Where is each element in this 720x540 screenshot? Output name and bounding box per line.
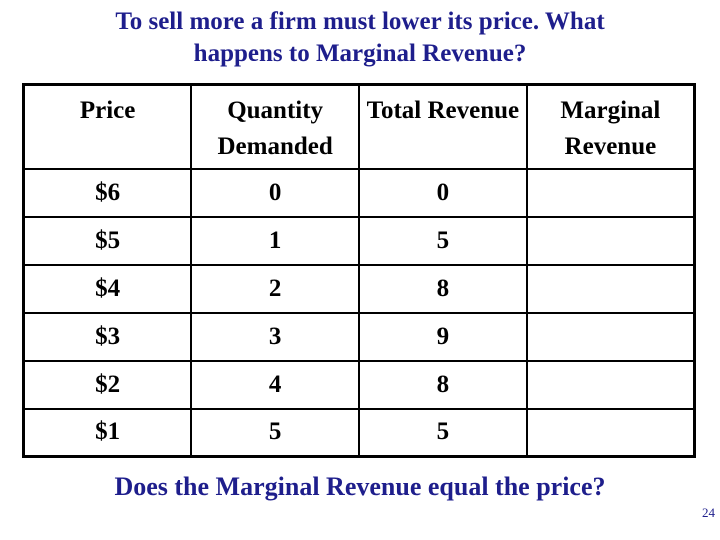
cell-price: $5 bbox=[22, 215, 193, 266]
page-number: 24 bbox=[702, 505, 715, 520]
cell-quantity-demanded: 0 bbox=[190, 167, 360, 218]
cell-price: $4 bbox=[22, 263, 193, 314]
slide-title-line-2: happens to Marginal Revenue? bbox=[193, 40, 527, 67]
slide-title-line-1: To sell more a firm must lower its price… bbox=[115, 8, 605, 35]
cell-total-revenue: 5 bbox=[358, 215, 528, 266]
cell-total-revenue: 5 bbox=[358, 407, 528, 458]
cell-quantity-demanded: 4 bbox=[190, 359, 360, 410]
cell-total-revenue: 0 bbox=[358, 167, 528, 218]
cell-price: $3 bbox=[22, 311, 193, 362]
revenue-table: Price Quantity Demanded Total Revenue Ma… bbox=[22, 83, 696, 458]
cell-price: $2 bbox=[22, 359, 193, 410]
table-row: $2 4 8 bbox=[22, 359, 696, 410]
cell-price: $6 bbox=[22, 167, 193, 218]
table-row: $5 1 5 bbox=[22, 215, 696, 266]
cell-quantity-demanded: 5 bbox=[190, 407, 360, 458]
cell-marginal-revenue bbox=[525, 167, 696, 218]
table-header-row: Price Quantity Demanded Total Revenue Ma… bbox=[22, 83, 696, 170]
cell-marginal-revenue bbox=[525, 311, 696, 362]
table-row: $6 0 0 bbox=[22, 167, 696, 218]
table-row: $1 5 5 bbox=[22, 407, 696, 458]
cell-quantity-demanded: 3 bbox=[190, 311, 360, 362]
cell-total-revenue: 8 bbox=[358, 263, 528, 314]
footer-question: Does the Marginal Revenue equal the pric… bbox=[114, 472, 606, 501]
cell-total-revenue: 8 bbox=[358, 359, 528, 410]
cell-marginal-revenue bbox=[525, 359, 696, 410]
column-header-marginal-revenue: Marginal Revenue bbox=[525, 83, 696, 170]
cell-quantity-demanded: 2 bbox=[190, 263, 360, 314]
cell-quantity-demanded: 1 bbox=[190, 215, 360, 266]
cell-price: $1 bbox=[22, 407, 193, 458]
slide-title: To sell more a firm must lower its price… bbox=[0, 6, 720, 70]
table-row: $3 3 9 bbox=[22, 311, 696, 362]
cell-total-revenue: 9 bbox=[358, 311, 528, 362]
cell-marginal-revenue bbox=[525, 215, 696, 266]
column-header-quantity-demanded: Quantity Demanded bbox=[190, 83, 360, 170]
cell-marginal-revenue bbox=[525, 407, 696, 458]
column-header-price: Price bbox=[22, 83, 193, 170]
table-row: $4 2 8 bbox=[22, 263, 696, 314]
column-header-total-revenue: Total Revenue bbox=[358, 83, 528, 170]
cell-marginal-revenue bbox=[525, 263, 696, 314]
